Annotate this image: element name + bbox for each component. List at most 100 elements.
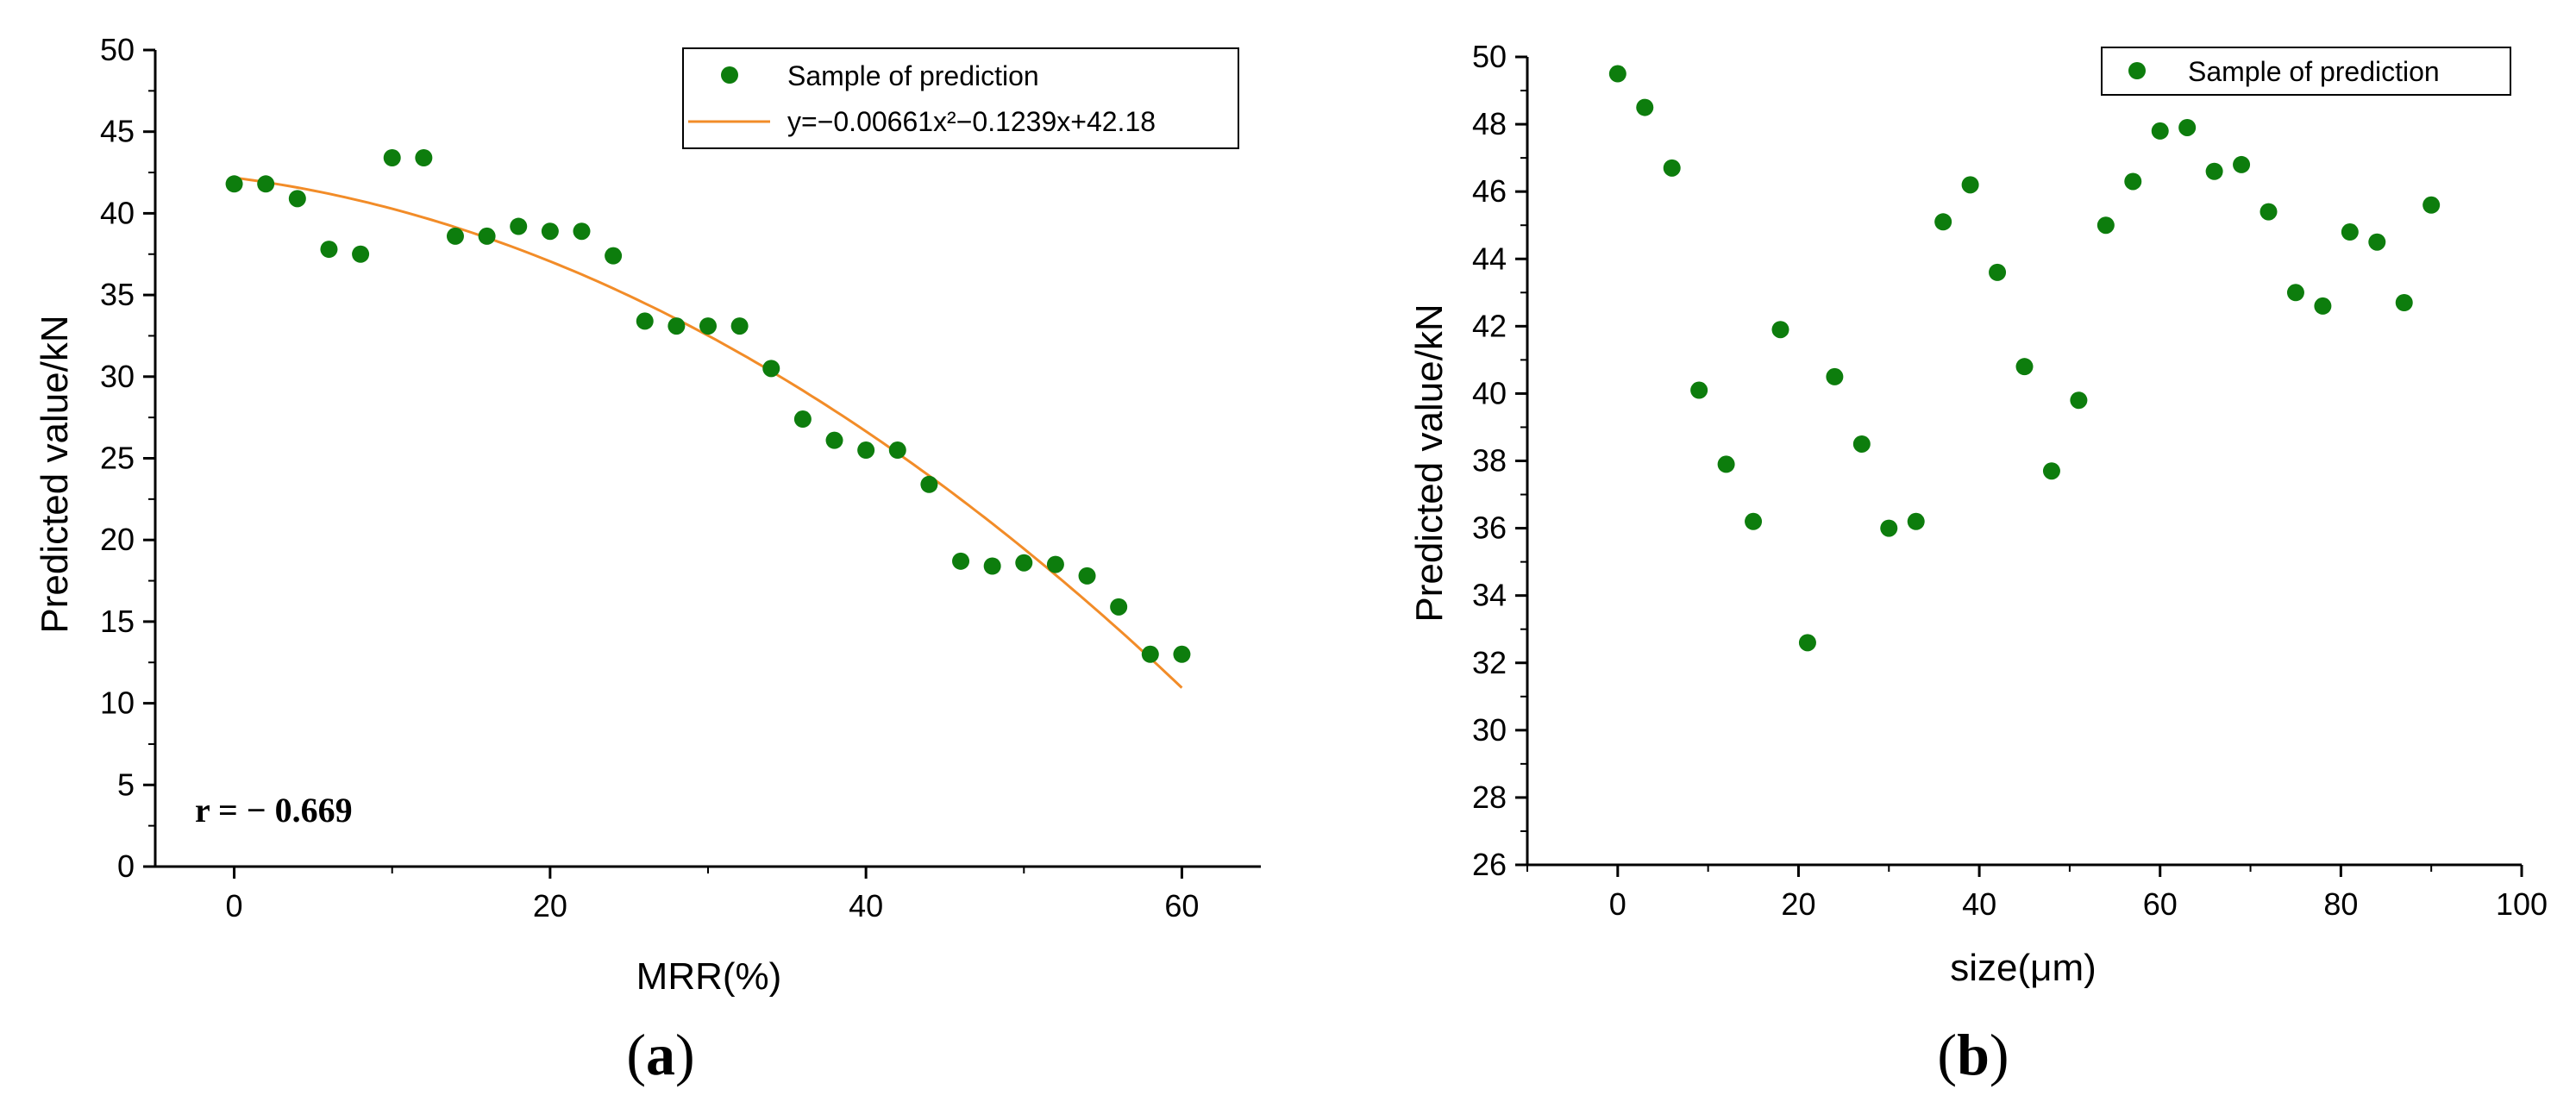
y-axis-title-b: Predicted value/kN: [1408, 304, 1451, 622]
data-point: [2259, 203, 2278, 221]
y-tick-label: 0: [117, 848, 135, 884]
x-tick-label: 20: [1781, 886, 1815, 922]
x-tick-label: 80: [2323, 886, 2358, 922]
data-point: [1961, 176, 1979, 194]
legend-b: Sample of prediction: [2101, 47, 2511, 96]
data-point: [1015, 554, 1033, 572]
data-point: [257, 175, 275, 193]
data-point: [1798, 634, 1816, 652]
caption-b: (b): [1937, 1022, 2009, 1087]
data-point: [2314, 297, 2332, 315]
y-tick-label: 10: [100, 685, 135, 721]
data-point: [2070, 391, 2088, 410]
data-point: [793, 410, 812, 429]
y-tick-label: 40: [100, 195, 135, 230]
data-point: [2042, 462, 2060, 480]
legend-label-scatter-b: Sample of prediction: [2188, 56, 2440, 87]
data-point: [1141, 645, 1159, 663]
legend-label-fit: y=−0.00661x²−0.1239x+42.18: [787, 106, 1156, 137]
legend-box-b: [2101, 47, 2511, 96]
data-point: [1110, 598, 1128, 616]
data-point: [2015, 358, 2034, 376]
y-tick-label: 26: [1472, 847, 1507, 882]
x-tick-label: 60: [1164, 888, 1199, 923]
x-tick-label: 100: [2496, 886, 2548, 922]
data-point: [1046, 555, 1064, 573]
data-point: [573, 222, 591, 241]
data-point: [541, 222, 559, 241]
data-point: [288, 190, 306, 208]
y-tick-label: 40: [1472, 375, 1507, 410]
data-point: [1173, 645, 1191, 663]
y-tick-label: 50: [1472, 39, 1507, 74]
data-point: [1663, 159, 1681, 177]
data-point: [1880, 519, 1898, 537]
data-point: [762, 360, 780, 378]
data-point: [225, 175, 243, 193]
x-tick-label: 40: [1962, 886, 1996, 922]
data-point: [1852, 435, 1871, 453]
y-tick-label: 42: [1472, 308, 1507, 343]
chart-panel-b: 26 28 30 32 34 36 38 40 42 44 46 48 50 0 20 40 60 80 100 s…: [1408, 39, 2548, 989]
data-point: [415, 149, 433, 167]
caption-letter-a: a: [646, 1022, 675, 1087]
data-point: [2286, 284, 2304, 302]
data-point: [730, 317, 749, 335]
x-tick-label: 60: [2143, 886, 2178, 922]
y-tick-label: 25: [100, 441, 135, 476]
data-point: [1690, 381, 1708, 399]
correlation-annotation: r = − 0.669: [195, 791, 353, 829]
data-point: [1934, 213, 1952, 231]
data-point: [1717, 455, 1735, 473]
y-tick-label: 50: [100, 32, 135, 67]
data-point: [888, 441, 906, 460]
y-tick-label: 45: [100, 114, 135, 149]
data-point: [2395, 294, 2413, 312]
y-tick-label: 30: [1472, 712, 1507, 748]
data-point: [446, 227, 464, 245]
y-tick-label: 38: [1472, 443, 1507, 479]
y-tick-label: 5: [117, 767, 135, 802]
data-point: [1989, 263, 2007, 281]
data-point: [478, 227, 496, 245]
x-tick-label: 40: [849, 888, 883, 923]
legend-box-a: [682, 47, 1239, 149]
fit-curve: [234, 176, 1183, 689]
x-axis-title-b: size(μm): [1950, 947, 2097, 989]
legend-a: Sample of prediction y=−0.00661x²−0.1239…: [682, 47, 1239, 149]
y-tick-label: 20: [100, 522, 135, 557]
y-tick-label: 32: [1472, 645, 1507, 680]
data-point: [2124, 172, 2142, 191]
data-point: [2341, 223, 2359, 241]
data-point: [1826, 367, 1844, 385]
y-tick-label: 44: [1472, 241, 1507, 276]
data-point: [2233, 155, 2251, 173]
data-point: [2097, 216, 2115, 235]
caption-letter-b: b: [1957, 1022, 1990, 1087]
y-tick-label: 46: [1472, 173, 1507, 209]
data-point: [1608, 65, 1626, 83]
data-point: [2368, 233, 2386, 251]
data-point: [1745, 512, 1763, 530]
data-point: [1907, 512, 1925, 530]
data-point: [1636, 98, 1654, 116]
data-point: [2422, 196, 2441, 214]
data-point: [1078, 567, 1096, 585]
x-tick-label: 0: [226, 888, 243, 923]
data-point: [383, 149, 401, 167]
data-point: [2205, 162, 2223, 180]
data-point: [857, 441, 875, 460]
data-point: [920, 475, 938, 493]
data-point: [825, 431, 843, 449]
y-tick-label: 28: [1472, 779, 1507, 815]
data-point: [2151, 122, 2169, 140]
data-point: [1771, 321, 1789, 339]
data-point: [668, 317, 686, 335]
data-point: [636, 312, 654, 330]
y-tick-label: 34: [1472, 578, 1507, 613]
legend-marker-icon: [721, 66, 738, 84]
data-point: [510, 217, 528, 235]
caption-a: (a): [626, 1022, 694, 1087]
y-tick-label: 48: [1472, 106, 1507, 141]
